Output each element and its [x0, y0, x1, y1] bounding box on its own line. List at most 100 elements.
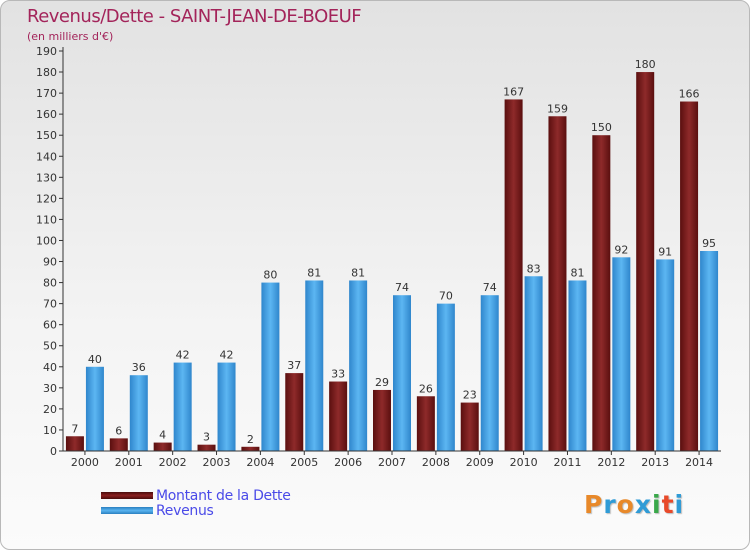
data-label-revenus: 74: [483, 281, 497, 294]
bar-dette: [460, 402, 479, 451]
bar-dette: [197, 444, 216, 451]
bar-revenus: [305, 280, 324, 451]
x-tick-label: 2014: [685, 456, 713, 469]
x-tick-label: 2000: [71, 456, 99, 469]
y-tick-label: 160: [36, 108, 57, 121]
data-label-revenus: 42: [176, 349, 190, 362]
legend: Montant de la Dette Revenus: [101, 487, 291, 519]
data-label-dette: 37: [287, 359, 301, 372]
data-label-dette: 26: [419, 382, 433, 395]
x-tick-label: 2007: [378, 456, 406, 469]
legend-swatch-revenus: [101, 507, 153, 514]
data-label-dette: 6: [115, 424, 122, 437]
data-label-revenus: 70: [439, 290, 453, 303]
logo-letter: o: [616, 490, 635, 519]
y-tick-label: 170: [36, 87, 57, 100]
x-tick-label: 2005: [290, 456, 318, 469]
y-tick-label: 80: [43, 277, 57, 290]
data-label-dette: 29: [375, 376, 389, 389]
bar-revenus: [612, 257, 631, 451]
bar-dette: [416, 396, 435, 451]
data-label-dette: 2: [247, 433, 254, 446]
data-label-revenus: 80: [263, 269, 277, 282]
data-label-dette: 3: [203, 431, 210, 444]
y-tick-label: 30: [43, 382, 57, 395]
data-label-revenus: 81: [570, 266, 584, 279]
y-tick-label: 60: [43, 319, 57, 332]
x-tick-label: 2003: [203, 456, 231, 469]
x-tick-label: 2010: [510, 456, 538, 469]
bar-revenus: [349, 280, 368, 451]
logo-letter: P: [584, 490, 604, 519]
data-label-dette: 166: [679, 88, 700, 101]
legend-label-dette: Montant de la Dette: [156, 487, 291, 504]
data-label-revenus: 81: [307, 266, 321, 279]
legend-swatch-dette: [101, 492, 153, 499]
y-tick-label: 100: [36, 234, 57, 247]
y-tick-label: 110: [36, 213, 57, 226]
y-tick-label: 120: [36, 192, 57, 205]
data-label-revenus: 83: [527, 262, 541, 275]
x-tick-label: 2004: [246, 456, 274, 469]
y-tick-label: 150: [36, 129, 57, 142]
logo-letter: i: [674, 490, 685, 519]
y-tick-label: 20: [43, 403, 57, 416]
bar-revenus: [129, 375, 148, 451]
y-tick-label: 70: [43, 298, 57, 311]
y-tick-label: 90: [43, 256, 57, 269]
proxiti-logo: Proxiti: [584, 490, 684, 519]
legend-label-revenus: Revenus: [156, 502, 214, 519]
bar-dette: [592, 135, 611, 452]
bar-revenus: [700, 251, 719, 451]
data-label-dette: 33: [331, 368, 345, 381]
data-label-revenus: 91: [658, 245, 672, 258]
chart-title: Revenus/Dette - SAINT-JEAN-DE-BOEUF: [27, 6, 362, 27]
data-label-dette: 159: [547, 102, 568, 115]
bar-dette: [285, 373, 304, 451]
y-tick-label: 40: [43, 361, 57, 374]
bar-dette: [153, 442, 172, 451]
bar-revenus: [480, 295, 499, 451]
bar-revenus: [217, 362, 236, 451]
y-tick-label: 180: [36, 66, 57, 79]
bar-revenus: [393, 295, 411, 451]
y-tick-label: 10: [43, 424, 57, 437]
bar-revenus: [173, 362, 192, 451]
bar-dette: [65, 436, 84, 451]
data-label-revenus: 95: [702, 237, 716, 250]
bar-revenus: [524, 276, 543, 451]
bar-dette: [636, 72, 655, 451]
x-tick-label: 2002: [159, 456, 187, 469]
data-label-dette: 7: [71, 422, 78, 435]
x-tick-label: 2006: [334, 456, 362, 469]
data-label-revenus: 40: [88, 353, 102, 366]
y-tick-label: 190: [36, 45, 57, 58]
data-label-revenus: 92: [614, 243, 628, 256]
legend-item-dette: Montant de la Dette: [101, 487, 291, 504]
bar-dette: [241, 446, 260, 451]
bar-revenus: [568, 280, 587, 451]
y-tick-label: 130: [36, 171, 57, 184]
data-label-dette: 167: [503, 85, 524, 98]
bar-dette: [504, 99, 523, 451]
bar-dette: [548, 116, 567, 452]
x-tick-label: 2011: [553, 456, 581, 469]
logo-letter: i: [652, 490, 662, 519]
bar-dette: [373, 389, 391, 451]
bar-dette: [680, 101, 699, 452]
data-label-dette: 4: [159, 429, 166, 442]
data-label-revenus: 81: [351, 266, 365, 279]
data-label-dette: 180: [635, 58, 656, 71]
x-tick-label: 2001: [115, 456, 143, 469]
x-tick-label: 2009: [466, 456, 494, 469]
y-tick-label: 50: [43, 340, 57, 353]
chart-subtitle: (en milliers d'€): [27, 30, 114, 43]
bar-revenus: [436, 303, 455, 451]
bar-dette: [329, 381, 348, 451]
bar-revenus: [656, 259, 675, 451]
bar-dette: [109, 438, 128, 451]
data-label-dette: 150: [591, 121, 612, 134]
logo-letter: x: [634, 490, 652, 519]
